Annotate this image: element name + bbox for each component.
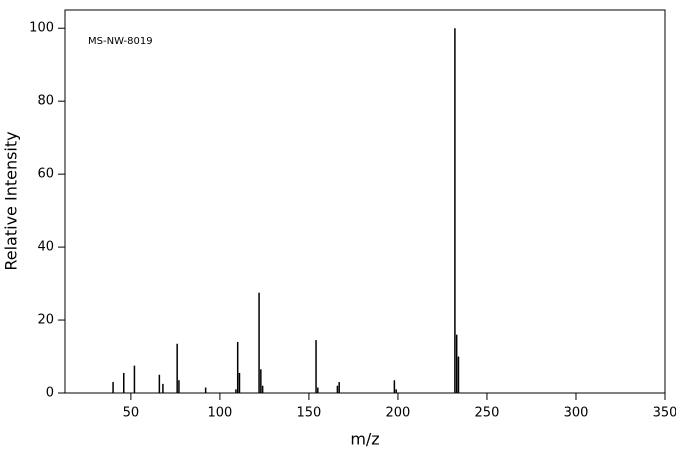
peak — [395, 389, 397, 393]
peak — [336, 385, 339, 393]
peak — [261, 385, 264, 393]
peak — [176, 343, 178, 393]
peak — [178, 380, 180, 393]
peak — [162, 383, 164, 393]
y-tick-label: 0 — [46, 386, 54, 401]
x-axis-label: m/z — [350, 430, 379, 449]
peak — [258, 292, 260, 393]
peak — [236, 341, 239, 393]
x-tick-label: 250 — [475, 406, 500, 421]
x-tick-label: 100 — [207, 406, 232, 421]
peak — [260, 369, 262, 393]
peak — [238, 372, 241, 393]
peak — [455, 334, 458, 393]
peak — [133, 365, 136, 393]
peak — [393, 380, 396, 393]
x-tick-label: 300 — [564, 406, 589, 421]
peak — [317, 387, 319, 393]
x-tick-label: 200 — [386, 406, 411, 421]
peak — [454, 28, 456, 393]
annotation: MS-NW-8019 — [88, 36, 153, 47]
y-tick-label: 40 — [37, 240, 54, 255]
peak — [204, 387, 207, 393]
y-tick-label: 60 — [37, 167, 54, 182]
y-axis-label: Relative Intensity — [2, 131, 21, 270]
peak — [235, 389, 237, 393]
x-tick-label: 50 — [123, 406, 140, 421]
y-tick-label: 20 — [37, 313, 54, 328]
peak — [123, 372, 125, 393]
y-tick-label: 80 — [37, 94, 54, 109]
peak — [338, 382, 340, 393]
x-tick-label: 150 — [297, 406, 322, 421]
y-tick-label: 100 — [29, 21, 54, 36]
plot-frame — [64, 9, 666, 394]
peak — [158, 374, 161, 393]
peak — [457, 356, 460, 393]
peak — [112, 382, 114, 393]
peak — [315, 340, 317, 393]
x-tick-label: 350 — [653, 406, 676, 421]
